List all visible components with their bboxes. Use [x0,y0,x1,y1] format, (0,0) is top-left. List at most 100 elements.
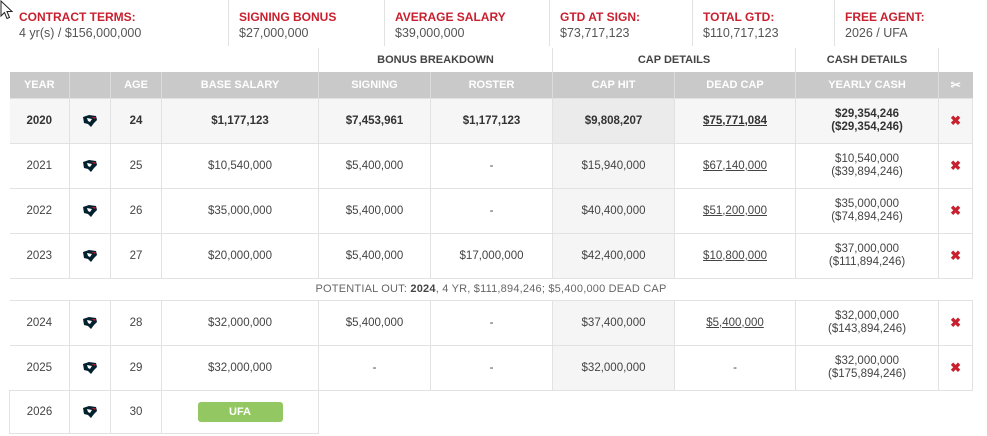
houston-texans-logo-icon [83,361,97,374]
dead-cap-cell: $51,200,000 [674,187,797,234]
bonus-breakdown-header: BONUS BREAKDOWN [317,48,553,72]
table-row: 2021 25 $10,540,000 $5,400,000- $15,940,000 $… [9,142,974,189]
total-gtd-label: TOTAL GTD: [703,10,775,24]
yearly-cash-cell: $32,000,000 ($143,894,246) [795,299,940,346]
col-cap-hit[interactable]: CAP HIT [552,72,676,98]
column-header-row: YEAR AGE BASE SALARY SIGNING ROSTER CAP … [9,72,973,98]
year-cell: 2023 [9,232,70,279]
remove-x-icon[interactable]: ✖ [938,187,974,234]
gtd-at-sign-value: $73,717,123 [560,26,630,40]
col-age[interactable]: AGE [110,72,162,98]
signing-cell: $5,400,000 [318,187,431,234]
scissors-icon: ✂ [938,72,973,98]
col-signing[interactable]: SIGNING [318,72,431,98]
cap-details-header: CAP DETAILS [552,48,796,72]
age-cell: 30 [110,389,162,434]
base-salary-cell: $1,177,123 [161,97,319,144]
age-cell: 24 [110,97,162,144]
potential-out-detail: , 4 YR, $111,894,246; $5,400,000 DEAD CA… [435,283,667,295]
potential-out-year: 2024 [410,283,436,295]
signing-cell: $5,400,000 [318,299,431,346]
contract-summary: CONTRACT TERMS: 4 yr(s) / $156,000,000 S… [9,0,972,46]
base-salary-cell: $32,000,000 [161,344,319,391]
remove-x-icon[interactable]: ✖ [938,232,974,279]
cap-hit-cell: $9,808,207 [552,97,676,144]
roster-cell: $1,177,123 [429,97,554,144]
signing-cell: $5,400,000 [318,142,431,189]
year-cell: 2024 [9,299,70,346]
houston-texans-logo-icon [83,316,97,329]
cumulative-cash-value: ($175,894,246) [828,367,907,380]
dead-cap-cell: $75,771,084 [674,97,797,144]
cap-hit-cell: $37,400,000 [552,299,676,346]
roster-cell: $17,000,000 [429,232,554,279]
free-agent-value: 2026 / UFA [845,26,908,40]
table-row: 2025 29 $32,000,000- - $32,000,000- $32,000,0… [9,344,974,391]
houston-texans-logo-icon [83,159,97,172]
gtd-at-sign-label: GTD AT SIGN: [560,10,640,24]
dead-cap-cell: $67,140,000 [674,142,797,189]
dead-cap-link[interactable]: $51,200,000 [703,204,767,217]
table-row-free-agent: 2026 30 UFA [9,389,973,434]
col-year[interactable]: YEAR [9,72,70,98]
year-cell: 2025 [9,344,70,391]
col-team [69,72,111,98]
remove-x-icon[interactable]: ✖ [938,299,974,346]
team-cell [69,344,111,391]
free-agent-label: FREE AGENT: [845,10,925,24]
houston-texans-logo-icon [83,204,97,217]
yearly-cash-value: $10,540,000 [835,152,899,165]
cap-hit-cell: $40,400,000 [552,187,676,234]
yearly-cash-cell: $29,354,246 ($29,354,246) [795,97,940,144]
year-cell: 2021 [9,142,70,189]
potential-out-row: POTENTIAL OUT: 2024, 4 YR, $111,894,246;… [9,278,973,300]
contract-terms-value: 4 yr(s) / $156,000,000 [19,26,142,40]
remove-x-icon[interactable]: ✖ [938,142,974,189]
dead-cap-link[interactable]: $67,140,000 [703,159,767,172]
signing-bonus-value: $27,000,000 [239,26,309,40]
col-yearly-cash[interactable]: YEARLY CASH [795,72,940,98]
cumulative-cash-value: ($29,354,246) [831,120,903,133]
total-gtd-cell: TOTAL GTD: $110,717,123 [693,0,835,46]
base-salary-cell: $32,000,000 [161,299,319,346]
column-group-row: BONUS BREAKDOWN CAP DETAILS CASH DETAILS [9,48,973,72]
houston-texans-logo-icon [83,249,97,262]
cap-hit-cell: $42,400,000 [552,232,676,279]
dead-cap-cell: - [674,344,797,391]
signing-cell: $5,400,000 [318,232,431,279]
yearly-cash-value: $32,000,000 [835,354,899,367]
ufa-badge: UFA [197,401,283,422]
cash-details-header: CASH DETAILS [795,48,939,72]
dead-cap-cell: $10,800,000 [674,232,797,279]
age-cell: 29 [110,344,162,391]
table-row: 2023 27 $20,000,000 $5,400,000 $17,000,000 $4… [9,232,974,279]
year-cell: 2020 [9,97,70,144]
col-dead-cap[interactable]: DEAD CAP [674,72,797,98]
signing-cell: - [318,344,431,391]
mouse-pointer-icon [0,0,14,20]
age-cell: 25 [110,142,162,189]
col-roster[interactable]: ROSTER [430,72,554,98]
yearly-cash-value: $35,000,000 [835,197,899,210]
age-cell: 26 [110,187,162,234]
remove-x-icon[interactable]: ✖ [938,344,974,391]
base-salary-cell: $35,000,000 [161,187,319,234]
cumulative-cash-value: ($143,894,246) [828,322,907,335]
signing-bonus-label: SIGNING BONUS [239,10,337,24]
roster-cell: - [429,344,554,391]
remove-x-icon[interactable]: ✖ [938,97,974,144]
yearly-cash-value: $37,000,000 [835,242,899,255]
age-cell: 27 [110,232,162,279]
dead-cap-link[interactable]: $10,800,000 [703,249,767,262]
dead-cap-link[interactable]: $5,400,000 [706,316,764,329]
col-base-salary[interactable]: BASE SALARY [161,72,319,98]
cumulative-cash-value: ($39,894,246) [831,165,903,178]
yearly-cash-value: $29,354,246 [835,107,899,120]
dead-cap-link[interactable]: $75,771,084 [703,114,767,127]
group-blank-end [938,48,973,72]
table-row: 2020 24 $1,177,123 $7,453,961 $1,177,123 $9,8… [9,97,974,144]
roster-cell: - [429,187,554,234]
yearly-cash-value: $32,000,000 [835,309,899,322]
cap-hit-cell: $15,940,000 [552,142,676,189]
total-gtd-value: $110,717,123 [703,26,779,40]
